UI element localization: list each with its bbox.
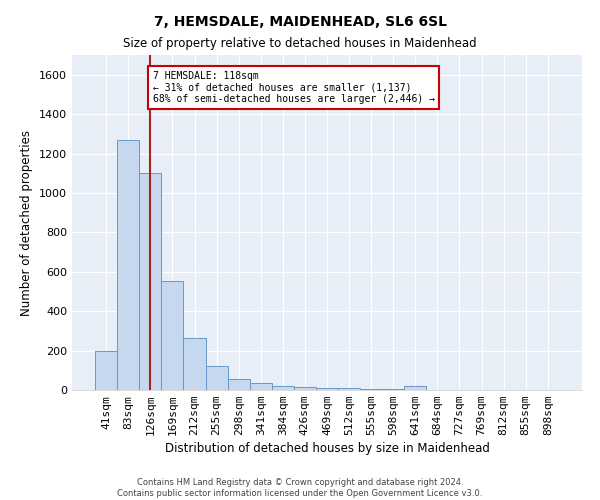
- Bar: [338, 388, 360, 390]
- Bar: [360, 389, 382, 390]
- Text: 7, HEMSDALE, MAIDENHEAD, SL6 6SL: 7, HEMSDALE, MAIDENHEAD, SL6 6SL: [154, 15, 446, 29]
- Bar: [117, 140, 139, 390]
- Bar: [139, 173, 161, 390]
- Text: Size of property relative to detached houses in Maidenhead: Size of property relative to detached ho…: [123, 38, 477, 51]
- X-axis label: Distribution of detached houses by size in Maidenhead: Distribution of detached houses by size …: [164, 442, 490, 456]
- Bar: [316, 388, 338, 390]
- Text: 7 HEMSDALE: 118sqm
← 31% of detached houses are smaller (1,137)
68% of semi-deta: 7 HEMSDALE: 118sqm ← 31% of detached hou…: [152, 71, 434, 104]
- Bar: [250, 384, 272, 390]
- Bar: [161, 280, 184, 390]
- Bar: [206, 366, 227, 390]
- Y-axis label: Number of detached properties: Number of detached properties: [20, 130, 34, 316]
- Text: Contains HM Land Registry data © Crown copyright and database right 2024.
Contai: Contains HM Land Registry data © Crown c…: [118, 478, 482, 498]
- Bar: [294, 387, 316, 390]
- Bar: [184, 338, 206, 390]
- Bar: [404, 386, 427, 390]
- Bar: [272, 386, 294, 390]
- Bar: [95, 350, 117, 390]
- Bar: [227, 378, 250, 390]
- Bar: [382, 389, 404, 390]
